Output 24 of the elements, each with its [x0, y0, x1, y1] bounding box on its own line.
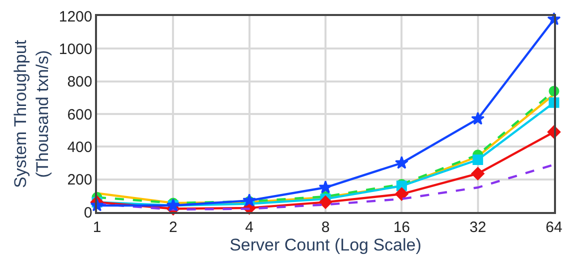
x-tick-label: 32	[469, 218, 486, 236]
point	[242, 194, 256, 206]
y-axis-title: System Throughput (Thousand txn/s)	[10, 40, 52, 188]
y-tick-label: 400	[67, 138, 92, 156]
x-tick-label: 2	[169, 218, 178, 236]
point	[318, 196, 332, 209]
y-tick-label: 1000	[58, 40, 92, 58]
point	[472, 154, 484, 165]
y-tick-label: 800	[67, 74, 92, 91]
x-tick-label: 1	[92, 218, 102, 236]
x-axis-title: Server Count (Log Scale)	[230, 236, 422, 255]
y-tick-label: 200	[67, 172, 92, 189]
point	[394, 156, 408, 169]
point	[471, 167, 484, 180]
y-tick-label: 1200	[58, 8, 92, 26]
y-tick-label: 0	[84, 204, 92, 222]
point	[395, 187, 408, 201]
point	[471, 112, 485, 125]
x-tick-label: 8	[321, 218, 330, 236]
y-tick-label: 600	[67, 106, 92, 124]
point	[318, 180, 332, 194]
x-tick-label: 16	[393, 218, 410, 236]
x-tick-label: 64	[546, 218, 562, 236]
x-tick-label: 4	[245, 218, 254, 236]
